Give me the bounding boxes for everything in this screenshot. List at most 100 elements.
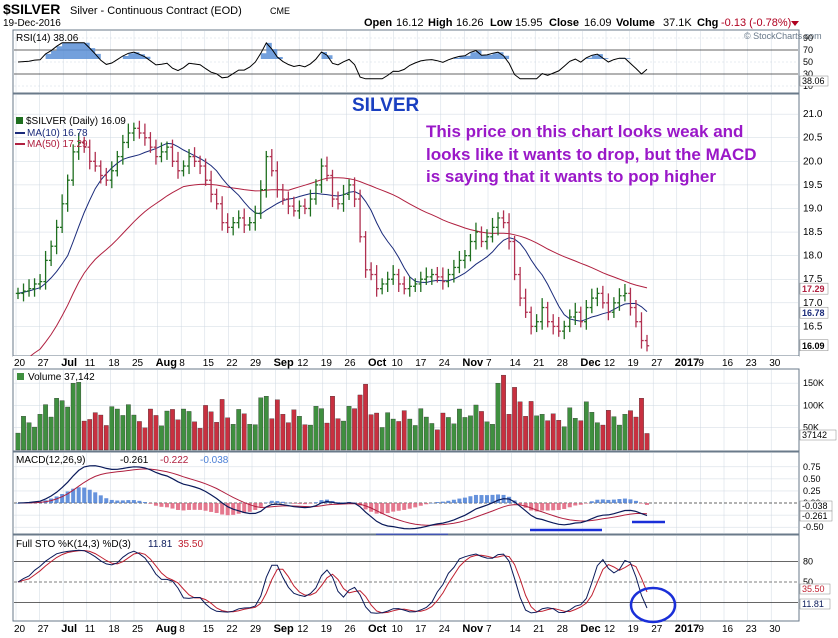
x-axis-label: Jul: [61, 623, 77, 635]
x-axis-label: 19: [628, 624, 640, 635]
macd-tick-label: 0.50: [803, 474, 821, 484]
macd-histogram-bar: [181, 503, 186, 511]
ohlc-bar: [54, 219, 59, 255]
volume-bar: [578, 420, 584, 451]
macd-histogram-bar: [391, 503, 396, 512]
volume-bar: [26, 422, 32, 451]
volume-bar: [280, 414, 286, 451]
ohlc-bar: [495, 212, 501, 236]
macd-histogram-bar: [87, 489, 92, 504]
ohlc-bar: [319, 158, 324, 193]
annotation-line-2: looks like it wants to drop, but the MAC…: [426, 145, 757, 164]
sto-tick-label: 50: [803, 577, 813, 587]
macd-histogram-bar: [319, 500, 324, 504]
macd-histogram-bar: [159, 503, 164, 507]
volume-bar: [230, 424, 236, 451]
ohlc-bar: [484, 229, 490, 250]
ohlc-bar: [186, 149, 192, 175]
x-axis-label: Oct: [368, 623, 387, 635]
ohlc-bar: [26, 279, 32, 297]
macd-legend-macd: -0.261: [120, 455, 149, 466]
volume-bar: [484, 421, 490, 451]
x-axis-label: 26: [344, 624, 356, 635]
ohlc-bar: [164, 141, 170, 160]
ohlc-bar: [43, 250, 48, 290]
volume-bar: [32, 426, 37, 451]
volume-bar: [164, 410, 170, 451]
volume-tick-label: 50K: [803, 423, 819, 433]
ohlc-bar: [435, 266, 440, 283]
low-value: 15.95: [515, 17, 543, 29]
volume-bar: [109, 406, 115, 451]
ohlc-bar: [247, 216, 252, 231]
volume-bar: [617, 424, 622, 451]
macd-histogram-bar: [286, 502, 291, 504]
volume-bar: [98, 414, 104, 451]
x-axis-label: 14: [510, 624, 522, 635]
ohlc-bar: [407, 276, 412, 297]
volume-bar: [252, 424, 258, 451]
volume-bar: [170, 409, 175, 451]
rsi-tick-label: 90: [803, 33, 813, 43]
x-axis-label: 7: [486, 624, 492, 635]
volume-bar: [258, 397, 264, 451]
macd-histogram-bar: [484, 495, 489, 504]
x-axis-label: 19: [321, 358, 333, 369]
x-axis-label: 27: [38, 624, 50, 635]
volume-bar: [81, 420, 87, 451]
macd-histogram-bar: [468, 496, 473, 504]
x-axis-label: 25: [132, 358, 144, 369]
x-axis-label: 17: [415, 624, 427, 635]
volume-last-value: 37142: [802, 430, 827, 440]
price-tick-label: 21.0: [803, 109, 823, 120]
volume-bar: [589, 412, 595, 451]
x-axis-label: 7: [486, 358, 492, 369]
x-axis-label: 23: [746, 358, 758, 369]
volume-bar: [247, 424, 253, 451]
ohlc-bar: [346, 179, 352, 200]
price-tick-label: 20.0: [803, 156, 823, 167]
volume-bar: [103, 425, 109, 451]
rsi-tick-label: 50: [803, 57, 813, 67]
macd-histogram-bar: [54, 496, 59, 504]
ohlc-bar: [396, 268, 401, 292]
x-axis-label: Nov: [462, 623, 484, 635]
macd-last-macd: -0.261: [802, 511, 828, 521]
ohlc-bar: [357, 189, 363, 243]
x-axis-label: 24: [439, 358, 451, 369]
macd-histogram-bar: [545, 503, 550, 511]
ohlc-bar: [622, 283, 628, 302]
macd-histogram-bar: [518, 503, 523, 505]
volume-bar: [159, 425, 164, 451]
macd-histogram-bar: [556, 503, 561, 510]
macd-histogram-bar: [573, 503, 578, 506]
volume-bar: [186, 411, 192, 451]
volume-bar: [633, 416, 639, 451]
x-axis-label: 28: [557, 624, 569, 635]
macd-histogram-bar: [148, 503, 153, 504]
macd-histogram-bar: [341, 502, 346, 504]
x-axis-label: 2017: [675, 623, 699, 635]
ohlc-bar: [253, 205, 258, 231]
chg-label: Chg: [697, 17, 718, 29]
rsi-panel: [12, 29, 800, 94]
volume-bar: [457, 408, 462, 451]
macd-histogram-bar: [457, 498, 462, 504]
volume-bar: [241, 413, 247, 451]
ohlc-bar: [567, 309, 572, 333]
high-value: 16.26: [456, 17, 484, 29]
sto-d-line: [17, 549, 648, 614]
macd-signal-line: [18, 468, 648, 526]
macd-histogram-bar: [60, 494, 65, 504]
ohlc-bar: [93, 151, 98, 172]
macd-histogram-bar: [220, 503, 225, 515]
volume-bar: [92, 412, 98, 451]
low-label: Low: [490, 17, 512, 29]
open-label: Open: [364, 17, 392, 29]
volume-bar: [385, 412, 391, 451]
macd-histogram-bar: [562, 503, 567, 509]
x-axis-label: 16: [722, 358, 734, 369]
volume-bar: [374, 412, 379, 451]
macd-histogram-bar: [578, 503, 583, 505]
volume-bar: [528, 401, 534, 451]
